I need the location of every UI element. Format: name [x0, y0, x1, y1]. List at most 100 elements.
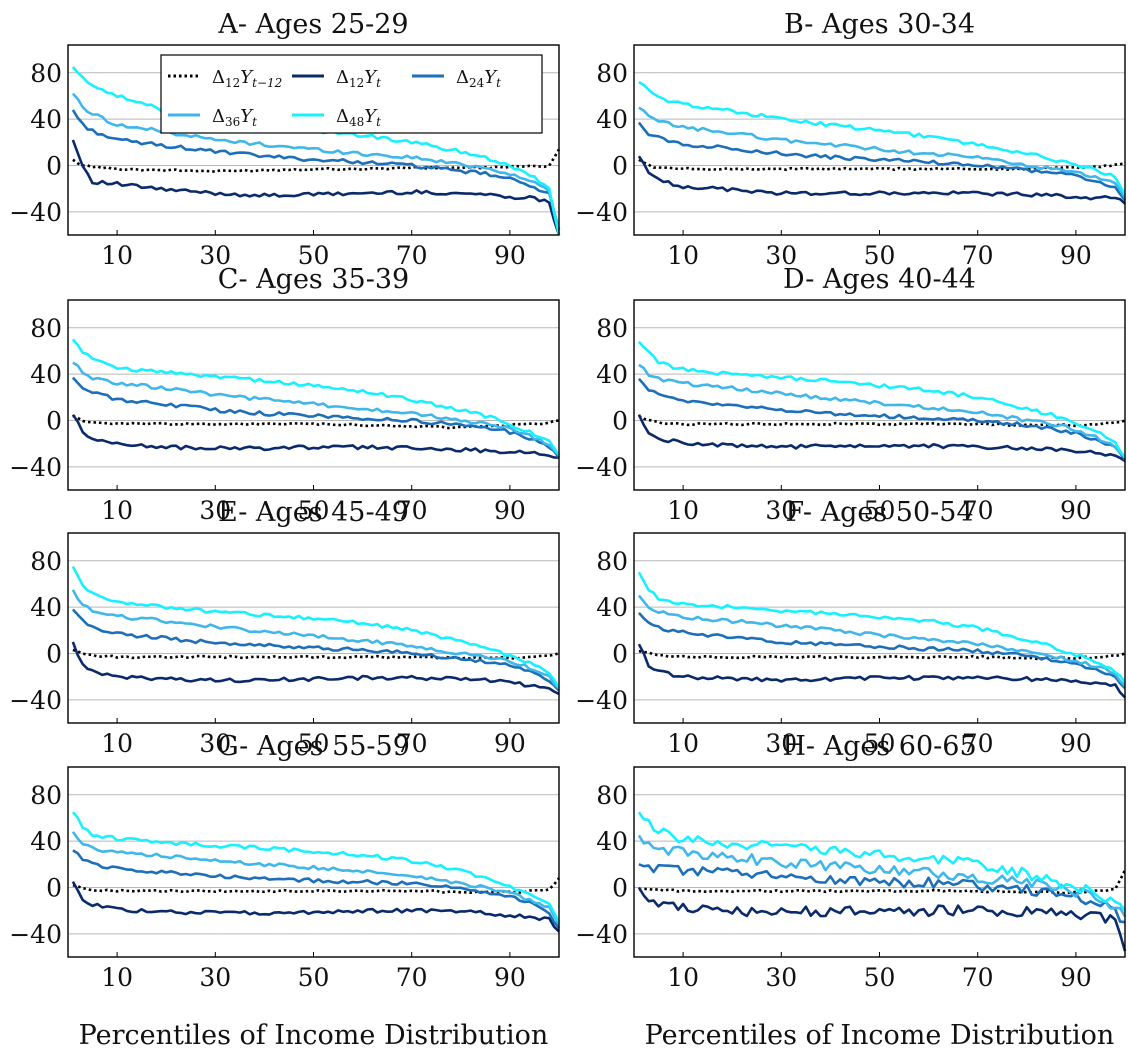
- series-line-d12lag: [72, 148, 561, 173]
- x-tick-label: 70: [396, 496, 428, 525]
- y-tick-label: 80: [30, 314, 62, 343]
- series-line-d12lag: [638, 414, 1126, 428]
- y-tick-label: 0: [46, 406, 62, 435]
- x-tick-label: 50: [298, 729, 330, 758]
- series-line-d48: [637, 571, 1127, 684]
- series-line-d24: [71, 376, 561, 459]
- series-line-d12lag: [638, 158, 1126, 172]
- series-line-d12: [637, 643, 1126, 699]
- y-tick-label: 80: [30, 547, 62, 576]
- y-tick-label: 40: [596, 105, 628, 134]
- panel-e: E- Ages 45-49 −40 0 40 80 10 30 50 70 90: [9, 497, 561, 758]
- series-line-d24: [637, 121, 1127, 202]
- y-tick-label: 40: [30, 827, 62, 856]
- plot-frame: [67, 532, 560, 724]
- y-tick-label: −40: [575, 453, 628, 482]
- x-tick-label: 30: [199, 963, 231, 992]
- series-line-d12: [637, 155, 1126, 205]
- y-tick-label: 80: [30, 781, 62, 810]
- y-tick-label: −40: [575, 686, 628, 715]
- y-tick-label: 0: [612, 151, 628, 180]
- x-tick-label: 50: [298, 963, 330, 992]
- series-line-d24: [637, 377, 1127, 461]
- panel-title: F- Ages 50-54: [785, 497, 973, 528]
- y-tick-label: 40: [596, 360, 628, 389]
- panel-a: A- Ages 25-29 −40 0 40 80 10 30 50 70 90: [9, 9, 561, 270]
- series-line-d36: [637, 834, 1127, 918]
- panel-title: E- Ages 45-49: [218, 497, 409, 528]
- y-tick-label: 80: [596, 781, 628, 810]
- x-tick-label: 90: [1060, 963, 1092, 992]
- y-tick-label: 80: [596, 314, 628, 343]
- panel-title: G- Ages 55-59: [217, 731, 410, 762]
- x-tick-label: 50: [864, 496, 896, 525]
- legend: Δ12Yt−12 Δ12Yt Δ24Yt Δ36Yt Δ48Yt: [160, 54, 543, 134]
- legend-label-d12lag: Δ12Yt−12: [212, 67, 282, 90]
- series-line-d24: [71, 608, 560, 692]
- y-tick-label: −40: [9, 453, 62, 482]
- x-tick-label: 10: [667, 729, 699, 758]
- x-tick-label: 70: [962, 241, 994, 270]
- legend-label-d12: Δ12Yt: [336, 67, 381, 90]
- x-tick-label: 10: [101, 963, 133, 992]
- x-tick-label: 10: [101, 729, 133, 758]
- series-line-d48: [71, 338, 561, 456]
- plot-frame: [67, 766, 560, 958]
- series-line-d12: [637, 414, 1126, 463]
- panel-title: H- Ages 60-65: [782, 731, 976, 762]
- series-line-d36: [637, 594, 1126, 687]
- series-line-d12: [71, 881, 560, 933]
- x-tick-label: 30: [199, 496, 231, 525]
- x-tick-label: 90: [1060, 241, 1092, 270]
- plot-frame: [67, 299, 560, 491]
- y-tick-label: 0: [46, 151, 62, 180]
- series-line-d12: [71, 413, 560, 459]
- x-tick-label: 70: [962, 963, 994, 992]
- x-tick-label: 30: [765, 729, 797, 758]
- y-tick-label: 40: [30, 593, 62, 622]
- series-line-d24: [638, 863, 1126, 924]
- y-tick-label: 80: [596, 547, 628, 576]
- series-line-d48: [71, 565, 561, 689]
- panel-g: G- Ages 55-59 −40 0 40 80 10 30 50 70 90 Percentil…: [9, 731, 561, 1051]
- x-tick-label: 50: [864, 241, 896, 270]
- x-tick-label: 90: [1060, 496, 1092, 525]
- legend-label-d48: Δ48Yt: [336, 106, 381, 129]
- x-tick-label: 30: [199, 729, 231, 758]
- legend-label-d36: Δ36Yt: [212, 106, 257, 129]
- y-tick-label: 0: [612, 406, 628, 435]
- x-tick-label: 30: [765, 963, 797, 992]
- x-tick-label: 50: [864, 963, 896, 992]
- panel-title: B- Ages 30-34: [784, 9, 975, 40]
- series-line-d12lag: [72, 414, 560, 430]
- x-tick-label: 10: [667, 241, 699, 270]
- x-tick-label: 90: [494, 496, 526, 525]
- x-tick-label: 10: [101, 241, 133, 270]
- y-tick-label: 0: [612, 639, 628, 668]
- series-line-d48: [638, 80, 1127, 196]
- series-line-d48: [71, 811, 561, 923]
- series-line-d36: [638, 106, 1127, 199]
- y-tick-label: −40: [9, 920, 62, 949]
- plot-frame: [633, 44, 1126, 236]
- y-tick-label: 40: [596, 827, 628, 856]
- series-line-d36: [71, 831, 561, 926]
- panel-title: D- Ages 40-44: [783, 264, 976, 295]
- x-tick-label: 30: [199, 241, 231, 270]
- plot-frame: [633, 299, 1126, 491]
- x-axis-label: Percentiles of Income Distribution: [645, 1020, 1115, 1051]
- panel-h: H- Ages 60-65 −40 0 40 80 10 30 50 70 90 Percentil…: [575, 731, 1127, 1051]
- x-tick-label: 70: [962, 729, 994, 758]
- panel-title: A- Ages 25-29: [217, 9, 408, 40]
- x-tick-label: 30: [765, 241, 797, 270]
- x-tick-label: 10: [667, 963, 699, 992]
- x-tick-label: 90: [494, 963, 526, 992]
- series-line-d36: [638, 363, 1126, 459]
- legend-label-d24: Δ24Yt: [456, 67, 501, 90]
- series-line-d12lag: [72, 877, 561, 894]
- y-tick-label: −40: [575, 920, 628, 949]
- y-tick-label: 80: [596, 59, 628, 88]
- y-tick-label: 0: [46, 873, 62, 902]
- y-tick-label: 80: [30, 59, 62, 88]
- series-line-d12lag: [72, 648, 560, 661]
